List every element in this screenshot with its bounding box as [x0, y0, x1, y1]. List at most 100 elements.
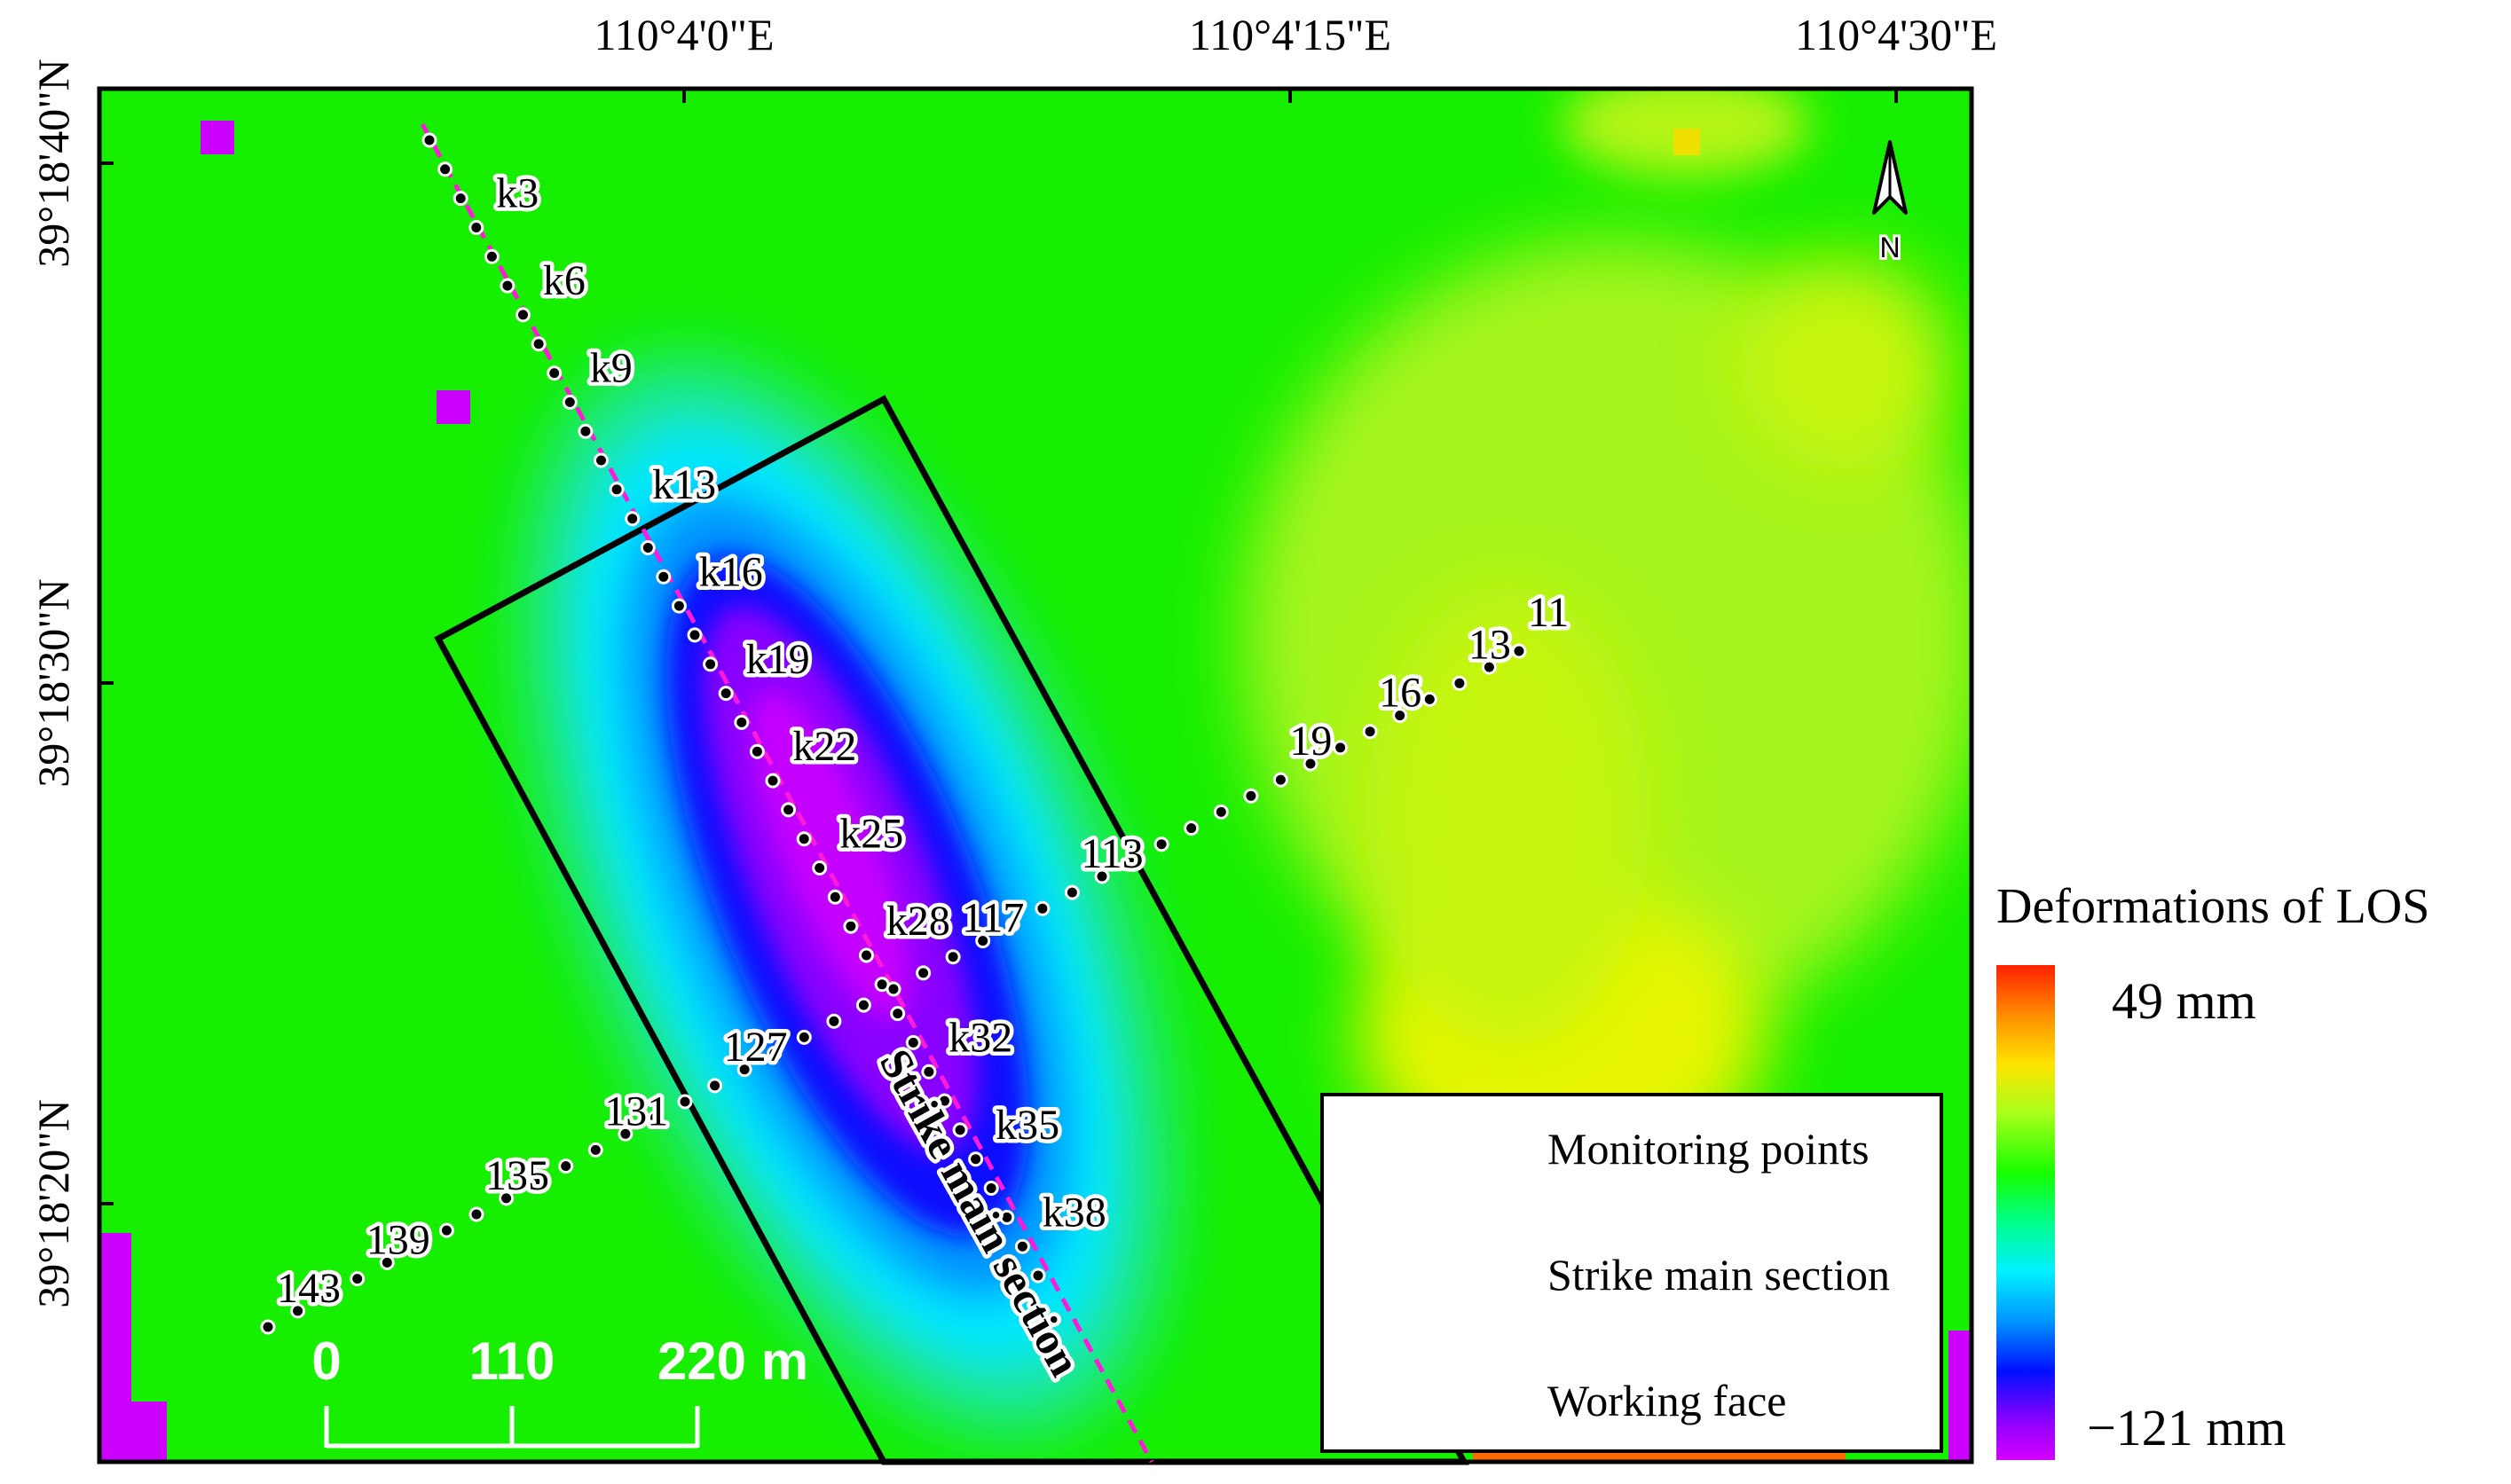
monitoring-point: [1421, 691, 1437, 707]
monitoring-point: [528, 1174, 544, 1190]
point-label: 143: [277, 1265, 341, 1312]
monitoring-point: [703, 656, 719, 672]
monitoring-point: [905, 1034, 921, 1050]
monitoring-point: [855, 997, 871, 1013]
monitoring-point: [916, 965, 932, 981]
point-label: k13: [652, 461, 716, 508]
monitoring-point: [1243, 788, 1259, 804]
legend-working-face: Working face: [1547, 1376, 1787, 1425]
monitoring-point: [827, 889, 843, 905]
monitoring-point: [437, 161, 453, 177]
monitoring-point: [937, 1093, 952, 1109]
point-label: k6: [543, 257, 586, 304]
monitoring-point: [640, 540, 656, 555]
point-label: k9: [590, 345, 633, 392]
monitoring-point: [968, 1151, 984, 1167]
point-label: k16: [699, 548, 763, 595]
monitoring-point: [1303, 756, 1318, 772]
point-label: k3: [496, 170, 539, 217]
monitoring-point: [687, 627, 703, 643]
monitoring-point: [587, 1142, 603, 1158]
monitoring-point: [1094, 868, 1110, 884]
colorbar: [1996, 965, 2055, 1460]
monitoring-point: [1481, 659, 1497, 675]
monitoring-point: [656, 569, 672, 585]
monitoring-point: [1272, 772, 1288, 788]
monitoring-point: [379, 1254, 395, 1270]
monitoring-point: [1213, 804, 1229, 820]
monitoring-point: [260, 1319, 276, 1335]
working-face-outline: [434, 395, 1469, 1465]
monitoring-point: [618, 1126, 634, 1142]
legend-strike-section: Strike main section: [1547, 1250, 1891, 1299]
monitoring-point: [500, 278, 516, 294]
x-tick-label: 110°4'0"E: [594, 10, 775, 59]
x-tick-label: 110°4'30"E: [1794, 10, 1998, 59]
point-label: 16: [1379, 670, 1421, 717]
scale-label: 220 m: [657, 1331, 809, 1391]
point-label: 131: [604, 1087, 668, 1135]
monitoring-point: [1511, 643, 1527, 659]
monitoring-point: [578, 423, 594, 439]
monitoring-point: [1030, 1268, 1046, 1284]
point-label: 135: [485, 1152, 549, 1199]
point-label: 139: [366, 1217, 430, 1264]
monitoring-point: [812, 860, 828, 875]
monitoring-point: [671, 598, 687, 614]
monitoring-point: [952, 1122, 968, 1138]
axis-ticks: [99, 89, 1898, 1205]
point-label: 13: [1468, 621, 1511, 668]
monitoring-point: [999, 1209, 1015, 1225]
north-label: N: [1879, 232, 1900, 263]
monitoring-point: [319, 1287, 335, 1303]
monitoring-point: [736, 1062, 752, 1078]
monitoring-point: [1184, 821, 1200, 836]
colorbar-max-label: 49 mm: [2112, 972, 2256, 1030]
point-label: k28: [886, 898, 950, 945]
monitoring-point: [438, 1222, 454, 1238]
monitoring-point: [609, 482, 625, 498]
monitoring-point: [1014, 1238, 1030, 1254]
monitoring-point: [975, 933, 991, 949]
monitoring-point: [1392, 708, 1408, 724]
monitoring-point: [921, 1064, 937, 1080]
map-legend: Monitoring points Strike main section Wo…: [1320, 1093, 1943, 1453]
monitoring-point: [594, 452, 609, 468]
monitoring-point: [765, 773, 781, 789]
scale-label: 110: [468, 1331, 555, 1391]
monitoring-point: [350, 1271, 366, 1287]
point-label: 117: [962, 895, 1024, 942]
monitoring-point: [531, 336, 547, 352]
point-label: k38: [1043, 1189, 1106, 1236]
monitoring-point: [1362, 724, 1378, 740]
monitoring-point: [826, 1013, 842, 1029]
monitoring-point: [781, 802, 797, 818]
monitoring-point: [625, 511, 641, 527]
monitoring-point: [945, 949, 961, 965]
monitoring-point: [516, 307, 531, 323]
monitoring-point: [547, 365, 563, 381]
point-label: 113: [1081, 830, 1143, 877]
monitoring-point: [886, 981, 901, 997]
y-tick-label: 39°18'30"N: [28, 578, 78, 788]
point-label: 127: [724, 1024, 788, 1071]
monitoring-point: [1452, 675, 1468, 691]
point-label: k35: [996, 1102, 1059, 1149]
point-label: 19: [1289, 718, 1332, 765]
monitoring-point: [468, 220, 484, 235]
monitoring-point: [1035, 900, 1051, 916]
monitoring-point: [677, 1094, 693, 1110]
monitoring-point: [843, 918, 859, 934]
scale-bar: [324, 1406, 700, 1449]
monitoring-point: [890, 1006, 906, 1022]
colorbar-title: Deformations of LOS: [1996, 879, 2430, 934]
monitoring-point: [796, 831, 812, 847]
monitoring-point: [421, 132, 437, 148]
monitoring-point: [453, 191, 468, 207]
monitoring-point: [1333, 740, 1349, 756]
monitoring-point: [1064, 884, 1080, 900]
monitoring-point: [484, 248, 500, 264]
monitoring-point: [718, 686, 734, 702]
